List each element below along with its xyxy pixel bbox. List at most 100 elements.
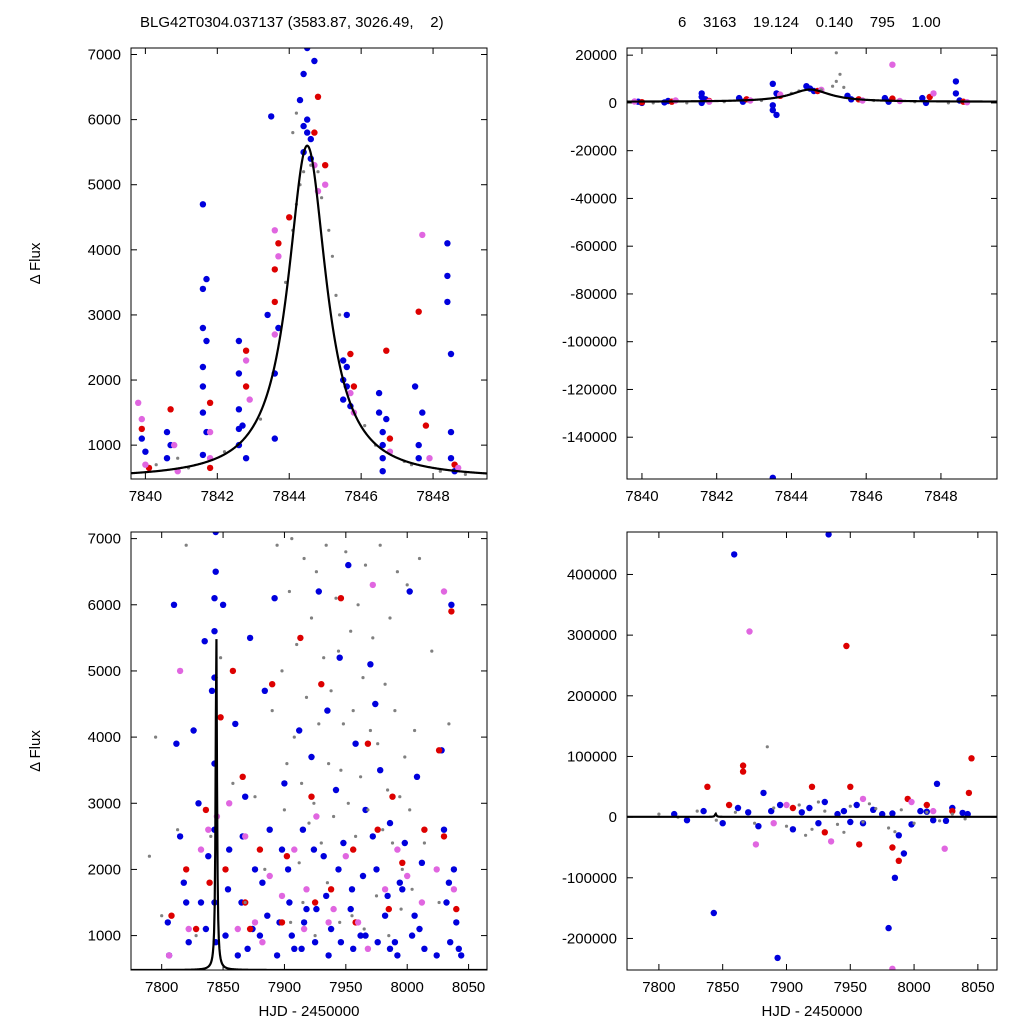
x-tick-label: 7842: [700, 488, 733, 505]
data-point-blue: [821, 798, 828, 806]
data-point-blue: [180, 879, 187, 886]
y-tick-label: 20000: [575, 47, 617, 64]
x-tick-label: 7950: [834, 979, 867, 996]
panel-top-right: 7840 7842 7844 7846 7848 -140000 -120000 -10000…: [562, 47, 998, 505]
data-point-pink: [342, 853, 349, 860]
x-axis-label: HJD - 2450000: [259, 1003, 360, 1020]
data-point-red: [385, 905, 392, 913]
data-point-pink: [205, 826, 212, 833]
data-point-ogle: [374, 894, 379, 898]
data-point-pink: [404, 872, 411, 880]
x-tick-label: 7950: [329, 979, 362, 996]
data-point-ogle: [390, 841, 395, 845]
data-point-blue: [769, 80, 776, 88]
panel-top-left: 7840 7842 7844 7846 7848 1000 2000 3000 4000 5000…: [27, 47, 488, 505]
data-point-blue: [212, 568, 219, 575]
data-point-blue: [891, 874, 899, 881]
data-points: [627, 51, 997, 479]
data-point-pink: [234, 925, 241, 933]
data-point-blue: [310, 846, 318, 853]
data-point-pink: [242, 833, 249, 840]
data-point-pink: [419, 231, 426, 239]
data-point-blue: [296, 727, 303, 734]
data-point-ogle: [316, 170, 320, 174]
data-point-ogle: [376, 742, 380, 746]
data-point-ogle: [398, 795, 402, 799]
y-tick-label: 7000: [88, 47, 121, 64]
data-point-blue: [377, 767, 384, 774]
data-point-blue: [235, 337, 243, 345]
y-tick-label: 7000: [88, 531, 121, 548]
y-tick-label: 6000: [88, 597, 121, 614]
data-point-red: [206, 464, 214, 472]
data-point-ogle: [899, 808, 903, 812]
data-point-pink: [908, 798, 915, 806]
data-point-blue: [443, 899, 450, 906]
data-point-blue: [325, 952, 332, 959]
data-point-ogle: [430, 649, 434, 653]
data-point-blue: [264, 912, 271, 919]
header-right-stats: 6 3163 19.124 0.140 795 1.00: [678, 14, 941, 31]
data-point-ogle: [848, 804, 852, 808]
data-point-ogle: [363, 424, 367, 428]
data-point-blue: [447, 939, 454, 946]
data-point-ogle: [413, 728, 417, 733]
data-point-blue: [261, 687, 268, 694]
data-point-blue: [453, 919, 460, 926]
y-tick-label: 5000: [88, 663, 121, 680]
data-point-blue: [352, 740, 359, 747]
data-point-ogle: [314, 570, 318, 574]
data-point-blue: [235, 370, 243, 377]
data-point-pink: [433, 866, 440, 873]
data-point-blue: [384, 892, 391, 900]
data-point-ogle: [325, 881, 329, 885]
data-point-ogle: [209, 834, 213, 839]
data-point-red: [739, 762, 747, 769]
data-point-blue: [239, 422, 246, 429]
data-point-blue: [173, 740, 180, 747]
data-point-blue: [299, 826, 307, 833]
y-tick-label: -60000: [570, 238, 617, 255]
data-point-red: [239, 773, 246, 780]
data-point-pink: [941, 845, 948, 852]
data-point-blue: [347, 905, 354, 913]
data-point-blue: [273, 952, 281, 959]
data-point-blue: [415, 441, 422, 449]
x-tick-label: 7844: [273, 488, 306, 505]
data-point-ogle: [334, 596, 338, 600]
data-point-red: [271, 298, 278, 306]
data-point-ogle: [386, 788, 390, 792]
data-point-ogle: [284, 280, 288, 284]
data-point-blue: [242, 793, 249, 800]
data-point-blue: [208, 687, 216, 694]
data-point-blue: [394, 952, 401, 959]
data-point-blue: [396, 879, 403, 886]
data-point-blue: [386, 945, 394, 952]
data-point-ogle: [300, 781, 304, 786]
data-point-blue: [379, 455, 386, 462]
data-point-pink: [426, 455, 433, 462]
data-point-blue: [375, 409, 383, 416]
data-point-blue: [362, 806, 369, 814]
plot-frame: [130, 531, 488, 971]
data-point-blue: [224, 886, 232, 893]
data-point-blue: [268, 113, 275, 120]
data-point-ogle: [810, 827, 814, 831]
data-point-blue: [266, 826, 273, 833]
x-tick-label: 7850: [206, 979, 239, 996]
data-point-blue: [447, 455, 455, 462]
y-tick-label: 3000: [88, 795, 121, 812]
data-point-ogle: [320, 196, 324, 200]
data-point-blue: [163, 455, 171, 462]
data-point-red: [923, 801, 930, 809]
data-point-blue: [710, 909, 717, 917]
data-point-blue: [411, 912, 418, 919]
data-point-ogle: [657, 812, 661, 816]
data-point-blue: [448, 601, 455, 608]
data-point-blue: [421, 945, 428, 952]
data-point-ogle: [327, 762, 331, 766]
data-point-ogle: [359, 775, 363, 779]
data-point-pink: [354, 919, 362, 926]
data-point-pink: [418, 899, 426, 906]
data-point-ogle: [363, 563, 368, 567]
